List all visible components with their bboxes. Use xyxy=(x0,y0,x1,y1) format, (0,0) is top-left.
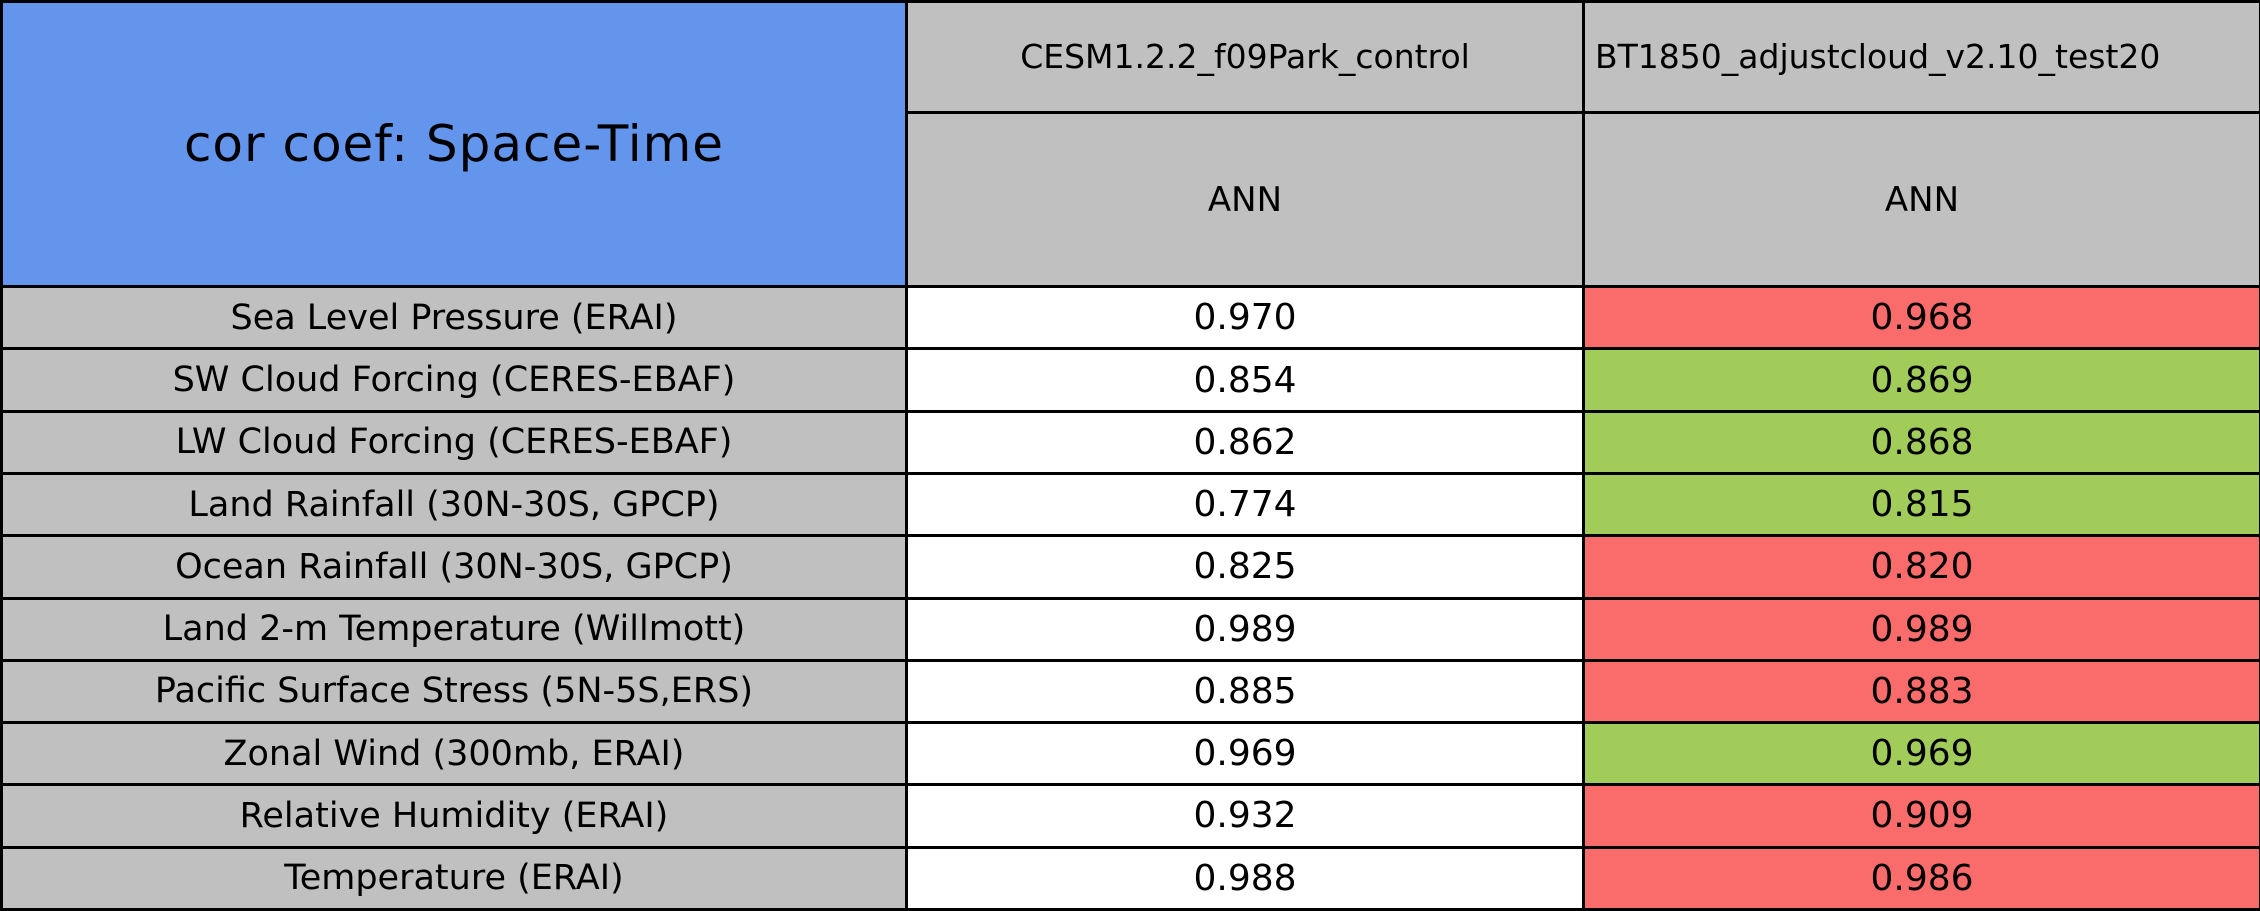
table-row: LW Cloud Forcing (CERES-EBAF) 0.862 0.86… xyxy=(0,409,2260,476)
metric-value-1[interactable]: 0.869 xyxy=(1582,347,2260,413)
variable-label[interactable]: LW Cloud Forcing (CERES-EBAF) xyxy=(0,409,908,476)
table-row: Sea Level Pressure (ERAI) 0.970 0.968 xyxy=(0,285,2260,351)
metric-value-0[interactable]: 0.825 xyxy=(905,534,1585,600)
metric-value-1[interactable]: 0.989 xyxy=(1582,596,2260,662)
metric-value-0[interactable]: 0.885 xyxy=(905,658,1585,725)
table-header-row-case: cor coef: Space-Time CESM1.2.2_f09Park_c… xyxy=(0,0,2260,289)
variable-label[interactable]: Relative Humidity (ERAI) xyxy=(0,783,908,849)
metric-value-0[interactable]: 0.862 xyxy=(905,409,1585,476)
variable-label[interactable]: SW Cloud Forcing (CERES-EBAF) xyxy=(0,347,908,413)
metric-value-1[interactable]: 0.968 xyxy=(1582,285,2260,351)
metric-value-1[interactable]: 0.815 xyxy=(1582,472,2260,538)
variable-label[interactable]: Pacific Surface Stress (5N-5S,ERS) xyxy=(0,658,908,725)
metric-value-0[interactable]: 0.970 xyxy=(905,285,1585,351)
variable-label[interactable]: Land Rainfall (30N-30S, GPCP) xyxy=(0,472,908,538)
column-header-case-0: CESM1.2.2_f09Park_control xyxy=(905,0,1585,114)
metric-value-1[interactable]: 0.969 xyxy=(1582,721,2260,787)
metric-value-0[interactable]: 0.969 xyxy=(905,721,1585,787)
variable-label[interactable]: Ocean Rainfall (30N-30S, GPCP) xyxy=(0,534,908,600)
table-row: Land Rainfall (30N-30S, GPCP) 0.774 0.81… xyxy=(0,472,2260,538)
table-row: Land 2-m Temperature (Willmott) 0.989 0.… xyxy=(0,596,2260,662)
metric-value-0[interactable]: 0.989 xyxy=(905,596,1585,662)
metric-value-0[interactable]: 0.774 xyxy=(905,472,1585,538)
table-row: Relative Humidity (ERAI) 0.932 0.909 xyxy=(0,783,2260,849)
metric-value-0[interactable]: 0.932 xyxy=(905,783,1585,849)
table-title: cor coef: Space-Time xyxy=(0,0,908,289)
metric-value-1[interactable]: 0.986 xyxy=(1582,845,2260,911)
variable-label[interactable]: Sea Level Pressure (ERAI) xyxy=(0,285,908,351)
case-name-label-1: BT1850_adjustcloud_v2.10_test20 xyxy=(1595,37,2161,77)
variable-label[interactable]: Land 2-m Temperature (Willmott) xyxy=(0,596,908,662)
case-name-label-0: CESM1.2.2_f09Park_control xyxy=(1020,37,1470,77)
metric-value-1[interactable]: 0.909 xyxy=(1582,783,2260,849)
column-header-season-0: ANN xyxy=(905,110,1585,289)
table-row: Temperature (ERAI) 0.988 0.986 xyxy=(0,845,2260,911)
metric-value-1[interactable]: 0.820 xyxy=(1582,534,2260,600)
table-row: Zonal Wind (300mb, ERAI) 0.969 0.969 xyxy=(0,721,2260,787)
table-row: SW Cloud Forcing (CERES-EBAF) 0.854 0.86… xyxy=(0,347,2260,413)
table-row: Ocean Rainfall (30N-30S, GPCP) 0.825 0.8… xyxy=(0,534,2260,600)
metric-value-0[interactable]: 0.988 xyxy=(905,845,1585,911)
column-header-case-1: BT1850_adjustcloud_v2.10_test20 xyxy=(1582,0,2260,114)
variable-label[interactable]: Temperature (ERAI) xyxy=(0,845,908,911)
metric-value-1[interactable]: 0.868 xyxy=(1582,409,2260,476)
metric-value-0[interactable]: 0.854 xyxy=(905,347,1585,413)
table-header-row-season: ANN ANN xyxy=(2,110,2260,289)
variable-label[interactable]: Zonal Wind (300mb, ERAI) xyxy=(0,721,908,787)
column-header-season-1: ANN xyxy=(1582,110,2260,289)
table-row: Pacific Surface Stress (5N-5S,ERS) 0.885… xyxy=(0,658,2260,725)
metric-value-1[interactable]: 0.883 xyxy=(1582,658,2260,725)
